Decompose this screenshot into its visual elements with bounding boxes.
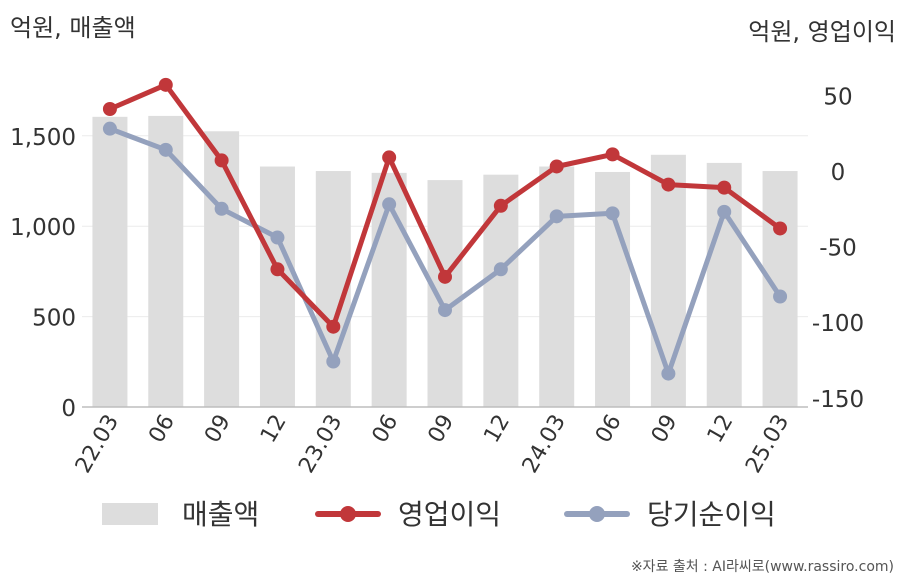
x-tick-label: 09 xyxy=(647,411,683,448)
x-tick-label: 23.03 xyxy=(294,411,347,478)
right-tick-label: 0 xyxy=(831,160,846,186)
data-point xyxy=(326,354,341,369)
data-point xyxy=(773,289,788,304)
data-point xyxy=(326,319,341,334)
data-point xyxy=(158,142,173,157)
right-tick-label: -50 xyxy=(819,236,857,262)
legend-marker xyxy=(340,506,356,522)
revenue-bar xyxy=(204,131,240,407)
data-point xyxy=(493,262,508,277)
x-tick-label: 06 xyxy=(144,411,180,448)
data-point xyxy=(605,206,620,221)
data-point xyxy=(549,209,564,224)
x-tick-label: 12 xyxy=(256,411,292,448)
left-tick-label: 1,000 xyxy=(10,215,76,241)
line-layer xyxy=(102,77,788,381)
left-axis-title: 억원, 매출액 xyxy=(10,14,136,42)
revenue-bar xyxy=(706,162,742,407)
legend-label: 매출액 xyxy=(182,498,259,531)
data-point xyxy=(102,102,117,117)
right-tick-label: 50 xyxy=(823,84,852,110)
data-point xyxy=(438,269,452,284)
data-point xyxy=(773,221,788,236)
revenue-bar xyxy=(92,116,128,407)
x-tick-label: 25.03 xyxy=(741,411,794,478)
data-point xyxy=(438,303,452,318)
bar-layer xyxy=(92,115,798,408)
legend-label: 영업이익 xyxy=(398,498,501,531)
data-point xyxy=(382,197,397,212)
right-tick-label: -100 xyxy=(812,311,864,337)
data-point xyxy=(214,153,229,168)
left-tick-label: 500 xyxy=(32,306,76,332)
legend-label: 당기순이익 xyxy=(647,498,776,531)
x-tick-label: 09 xyxy=(200,411,236,448)
data-point xyxy=(102,121,117,136)
legend-marker xyxy=(589,506,605,522)
x-tick-label: 09 xyxy=(424,411,460,448)
revenue-bar xyxy=(483,174,519,407)
x-tick-label: 22.03 xyxy=(71,411,124,478)
revenue-bar xyxy=(427,180,463,407)
legend-swatch xyxy=(102,503,158,525)
legend: 매출액 영업이익 당기순이익 xyxy=(102,498,776,531)
left-tick-label: 0 xyxy=(61,396,76,422)
x-tick-label: 12 xyxy=(479,411,515,448)
data-point xyxy=(549,159,564,174)
revenue-bar xyxy=(539,166,575,407)
data-point xyxy=(661,177,676,192)
data-point xyxy=(605,147,620,162)
x-tick-label: 12 xyxy=(703,411,739,448)
data-point xyxy=(493,198,508,213)
data-point xyxy=(270,230,285,245)
data-point xyxy=(214,201,229,216)
x-tick-label: 24.03 xyxy=(518,411,571,478)
data-point xyxy=(717,180,732,195)
data-point xyxy=(270,262,285,277)
left-tick-label: 1,500 xyxy=(10,125,76,151)
revenue-bar xyxy=(762,171,798,407)
data-point xyxy=(158,77,173,92)
revenue-bar xyxy=(259,166,295,407)
revenue-bar xyxy=(650,154,686,407)
x-tick-label: 06 xyxy=(591,411,627,448)
right-axis-title: 억원, 영업이익 xyxy=(748,18,896,46)
data-point xyxy=(717,204,732,219)
data-point xyxy=(382,150,397,165)
right-tick-label: -150 xyxy=(812,387,864,413)
source-note: ※자료 출처 : AI라씨로(www.rassiro.com) xyxy=(631,559,894,575)
data-point xyxy=(661,366,676,381)
x-tick-label: 06 xyxy=(368,411,404,448)
